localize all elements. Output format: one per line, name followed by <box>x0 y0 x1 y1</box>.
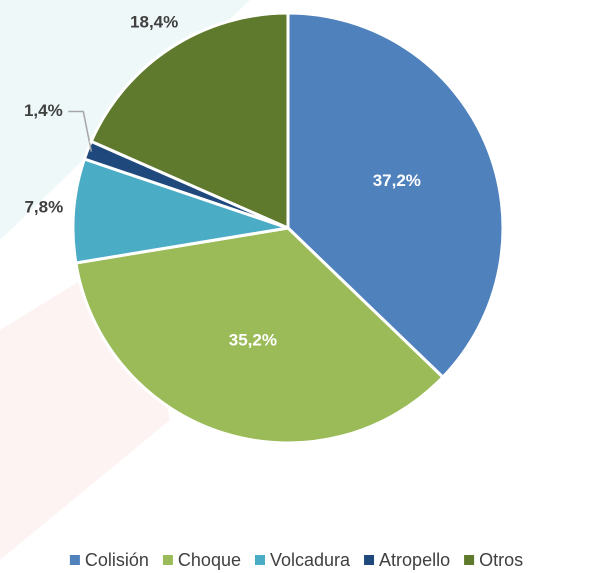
data-label: 1,4% <box>24 101 63 120</box>
legend-swatch <box>464 555 475 565</box>
leader-line <box>68 110 93 152</box>
data-label: 7,8% <box>24 197 63 216</box>
data-label: 35,2% <box>229 330 277 349</box>
pie-slice <box>74 226 445 445</box>
pie-slice <box>286 11 505 380</box>
legend-label: Colisión <box>85 550 149 570</box>
legend-swatch <box>364 555 375 565</box>
pie-slice <box>71 157 289 265</box>
legend-label: Volcadura <box>270 550 351 570</box>
legend-label: Atropello <box>379 550 450 570</box>
legend-label: Otros <box>479 550 523 570</box>
legend-swatch <box>254 555 265 565</box>
data-label: 18,4% <box>130 12 178 31</box>
data-label: 37,2% <box>373 171 421 190</box>
legend-label: Choque <box>178 550 241 570</box>
pie-slice <box>89 11 290 231</box>
legend-swatch <box>69 555 80 565</box>
legend-swatch <box>162 555 173 565</box>
